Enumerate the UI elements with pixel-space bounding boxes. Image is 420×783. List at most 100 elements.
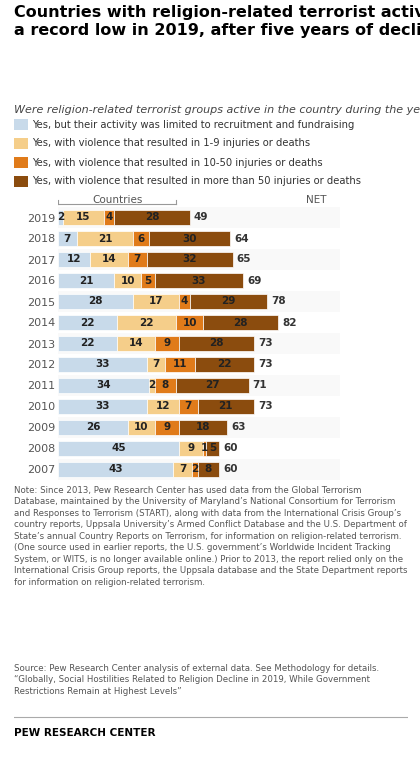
Text: 2: 2 xyxy=(148,381,156,391)
Text: 7: 7 xyxy=(152,359,160,370)
Text: 1: 1 xyxy=(201,443,208,453)
Bar xyxy=(114,273,141,287)
Text: Source: Pew Research Center analysis of external data. See Methodology for detai: Source: Pew Research Center analysis of … xyxy=(14,664,379,696)
Text: 10: 10 xyxy=(121,276,135,286)
Bar xyxy=(147,357,165,372)
Text: 22: 22 xyxy=(80,317,95,327)
Bar xyxy=(14,157,28,168)
Bar xyxy=(192,462,198,477)
Bar xyxy=(195,357,254,372)
Bar xyxy=(58,333,340,354)
Bar xyxy=(58,462,173,477)
Bar xyxy=(58,207,340,228)
Text: Countries with religion-related terrorist activity fell to
a record low in 2019,: Countries with religion-related terroris… xyxy=(14,5,420,38)
Bar xyxy=(133,231,150,246)
Bar xyxy=(58,316,117,330)
Bar xyxy=(104,211,114,225)
Text: 5: 5 xyxy=(209,443,216,453)
Text: 21: 21 xyxy=(79,276,94,286)
Text: 43: 43 xyxy=(108,464,123,474)
Bar xyxy=(179,420,227,435)
Text: 33: 33 xyxy=(95,402,110,412)
Text: 9: 9 xyxy=(163,423,171,432)
Text: 64: 64 xyxy=(234,233,249,244)
Text: Countries: Countries xyxy=(92,196,142,205)
Bar xyxy=(58,337,117,351)
Bar xyxy=(206,442,219,456)
Text: 34: 34 xyxy=(96,381,111,391)
Text: 7: 7 xyxy=(64,233,71,244)
Text: 2: 2 xyxy=(192,464,199,474)
Text: 28: 28 xyxy=(145,212,159,222)
Text: 45: 45 xyxy=(111,443,126,453)
Bar xyxy=(58,375,340,396)
Text: 29: 29 xyxy=(221,297,236,306)
Bar xyxy=(58,249,340,270)
Text: 8: 8 xyxy=(162,381,169,391)
Text: 14: 14 xyxy=(102,254,116,265)
Bar xyxy=(141,273,155,287)
Bar xyxy=(176,378,249,392)
Text: 5: 5 xyxy=(144,276,152,286)
Bar xyxy=(117,337,155,351)
Bar xyxy=(58,378,150,392)
Bar xyxy=(58,211,63,225)
Text: 4: 4 xyxy=(181,297,188,306)
Bar xyxy=(150,378,155,392)
Bar xyxy=(147,252,233,267)
Text: 9: 9 xyxy=(187,443,194,453)
Bar xyxy=(58,442,179,456)
Bar xyxy=(133,294,179,309)
Text: 28: 28 xyxy=(209,338,224,348)
Bar xyxy=(179,399,198,413)
Text: 60: 60 xyxy=(223,464,238,474)
Bar xyxy=(155,420,179,435)
Text: 9: 9 xyxy=(163,338,171,348)
Text: 12: 12 xyxy=(67,254,81,265)
Text: 28: 28 xyxy=(234,317,248,327)
Bar xyxy=(189,294,268,309)
Text: 27: 27 xyxy=(205,381,220,391)
Text: 69: 69 xyxy=(247,276,262,286)
Bar xyxy=(58,357,147,372)
Text: 12: 12 xyxy=(155,402,170,412)
Text: 7: 7 xyxy=(184,402,192,412)
Text: 65: 65 xyxy=(236,254,251,265)
Bar xyxy=(90,252,128,267)
Bar xyxy=(155,378,176,392)
Bar xyxy=(58,273,114,287)
Text: 26: 26 xyxy=(86,423,100,432)
Text: 33: 33 xyxy=(192,276,206,286)
Text: 28: 28 xyxy=(88,297,103,306)
Text: 22: 22 xyxy=(80,338,95,348)
Text: 14: 14 xyxy=(129,338,143,348)
Text: 78: 78 xyxy=(271,297,286,306)
Text: Yes, with violence that resulted in more than 50 injuries or deaths: Yes, with violence that resulted in more… xyxy=(32,176,361,186)
Text: 17: 17 xyxy=(149,297,163,306)
Bar xyxy=(58,294,133,309)
Bar xyxy=(58,417,340,438)
Bar xyxy=(198,462,219,477)
Text: 18: 18 xyxy=(196,423,210,432)
Text: 7: 7 xyxy=(179,464,186,474)
Text: 82: 82 xyxy=(282,317,297,327)
Text: 10: 10 xyxy=(134,423,149,432)
Text: 21: 21 xyxy=(218,402,233,412)
Bar xyxy=(165,357,195,372)
Bar xyxy=(58,291,340,312)
Bar xyxy=(198,399,254,413)
Bar xyxy=(155,337,179,351)
Bar xyxy=(58,420,128,435)
Bar xyxy=(114,211,189,225)
Bar xyxy=(14,176,28,186)
Text: 73: 73 xyxy=(258,359,273,370)
Text: 71: 71 xyxy=(253,381,268,391)
Text: Yes, but their activity was limited to recruitment and fundraising: Yes, but their activity was limited to r… xyxy=(32,120,354,129)
Bar xyxy=(58,459,340,480)
Bar xyxy=(128,252,147,267)
Text: PEW RESEARCH CENTER: PEW RESEARCH CENTER xyxy=(14,728,155,738)
Text: 8: 8 xyxy=(205,464,212,474)
Bar xyxy=(203,442,206,456)
Bar xyxy=(150,231,230,246)
Text: 22: 22 xyxy=(139,317,154,327)
